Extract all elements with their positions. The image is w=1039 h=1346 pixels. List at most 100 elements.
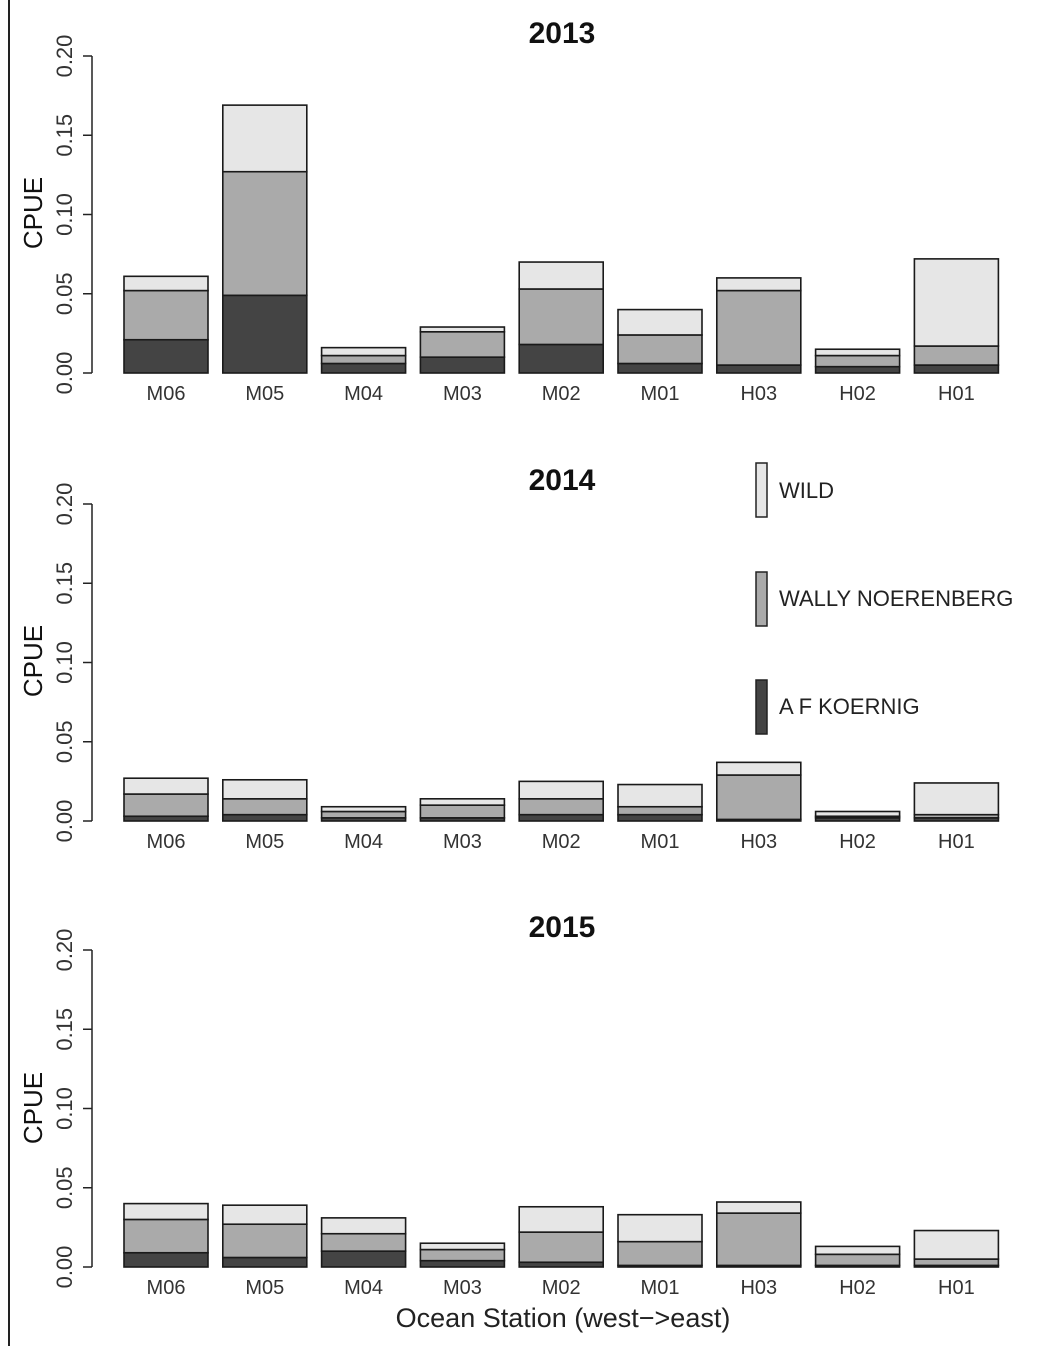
- bar-segment-m03-wild: [419, 326, 506, 333]
- x-tick-label-m04: M04: [344, 383, 383, 405]
- bars: [123, 761, 1000, 822]
- x-tick-label-m01: M01: [641, 383, 680, 405]
- x-axis-label: Ocean Station (west−>east): [396, 1303, 731, 1333]
- x-tick-label-m02: M02: [542, 1277, 581, 1299]
- bar-segment-m04-a-f-koernig: [320, 362, 407, 374]
- y-tick-label: 0.05: [52, 720, 77, 763]
- x-tick-labels: M06 M05 M04 M03 M02 M01 H03 H02 H01: [147, 1277, 975, 1299]
- x-tick-label-m06: M06: [147, 383, 186, 405]
- y-tick-label: 0.05: [52, 272, 77, 315]
- bar-segment-h02-wally-noerenberg: [814, 354, 901, 368]
- bar-segment-h03-a-f-koernig: [715, 364, 802, 374]
- y-axis-label: CPUE: [18, 1072, 48, 1144]
- bar-segment-h03-wild: [715, 277, 802, 292]
- x-tick-label-m02: M02: [542, 831, 581, 853]
- x-tick-label-m03: M03: [443, 831, 482, 853]
- bar-segment-m05-a-f-koernig: [222, 813, 308, 822]
- bar-segment-m06-wild: [123, 777, 209, 795]
- y-tick-label: 0.00: [52, 1246, 77, 1289]
- bar-segment-h02-wild: [814, 810, 901, 818]
- x-tick-label-m03: M03: [443, 383, 482, 405]
- x-tick-label-m05: M05: [245, 1277, 284, 1299]
- y-tick-label: 0.15: [52, 1008, 77, 1051]
- y-tick-label: 0.15: [52, 114, 77, 157]
- y-axis: 0.00 0.05 0.10 0.15 0.20: [52, 929, 93, 1289]
- bar-segment-m06-wally-noerenberg: [123, 1218, 209, 1254]
- bar-segment-m02-a-f-koernig: [518, 813, 605, 822]
- x-tick-label-h01: H01: [938, 831, 975, 853]
- bar-segment-m03-wally-noerenberg: [419, 330, 506, 358]
- bar-segment-m06-a-f-koernig: [123, 1251, 209, 1268]
- panel-title: 2014: [529, 464, 596, 497]
- bar-segment-m01-wally-noerenberg: [617, 805, 703, 816]
- bar-segment-m05-a-f-koernig: [222, 294, 308, 374]
- x-tick-label-h02: H02: [839, 383, 876, 405]
- y-tick-label: 0.20: [52, 483, 77, 526]
- bar-segment-h03-wally-noerenberg: [715, 774, 802, 821]
- bar-segment-m05-wally-noerenberg: [222, 798, 308, 816]
- y-tick-label: 0.00: [52, 352, 77, 395]
- panel-title: 2013: [529, 17, 596, 50]
- bar-segment-m04-a-f-koernig: [320, 1250, 407, 1268]
- bar-segment-h01-wild: [913, 258, 1000, 347]
- x-tick-labels: M06 M05 M04 M03 M02 M01 H03 H02 H01: [147, 831, 975, 853]
- y-tick-label: 0.00: [52, 800, 77, 843]
- bar-segment-m05-wally-noerenberg: [222, 1223, 308, 1259]
- bar-segment-m02-wally-noerenberg: [518, 798, 605, 816]
- bars: [123, 104, 1000, 374]
- x-tick-label-m01: M01: [641, 1277, 680, 1299]
- bar-segment-m02-wild: [518, 1205, 605, 1233]
- y-tick-label: 0.10: [52, 1087, 77, 1130]
- legend-swatch-wally-noerenberg: [755, 571, 768, 627]
- y-axis-label: CPUE: [18, 625, 48, 697]
- x-tick-label-m02: M02: [542, 383, 581, 405]
- legend-label-wild: WILD: [779, 478, 834, 503]
- legend: WILD WALLY NOERENBERG A F KOERNIG: [755, 462, 1013, 735]
- y-tick-label: 0.10: [52, 193, 77, 236]
- bar-segment-m02-wally-noerenberg: [518, 288, 605, 346]
- bar-segment-m05-wally-noerenberg: [222, 170, 308, 297]
- bar-segment-m06-wally-noerenberg: [123, 793, 209, 818]
- x-tick-label-h02: H02: [839, 1277, 876, 1299]
- x-tick-labels: M06 M05 M04 M03 M02 M01 H03 H02 H01: [147, 383, 975, 405]
- x-tick-label-m05: M05: [245, 383, 284, 405]
- bar-segment-h01-wally-noerenberg: [913, 345, 1000, 366]
- bar-segment-m06-wild: [123, 275, 209, 292]
- x-tick-label-h03: H03: [740, 831, 777, 853]
- x-tick-label-h02: H02: [839, 831, 876, 853]
- bar-segment-h03-wild: [715, 761, 802, 776]
- x-tick-label-h01: H01: [938, 1277, 975, 1299]
- bar-segment-m01-wild: [617, 308, 703, 336]
- bar-segment-m03-a-f-koernig: [419, 1259, 506, 1268]
- x-tick-label-m06: M06: [147, 1277, 186, 1299]
- legend-swatch-a-f-koernig: [755, 679, 768, 735]
- bar-segment-m05-wild: [222, 778, 308, 800]
- bar-segment-m05-wild: [222, 104, 308, 173]
- bars: [123, 1201, 1000, 1268]
- panel-2015: 2015 CPUE 0.00 0.05 0.10 0.15 0.20 M06 M05 M04…: [18, 911, 1000, 1333]
- x-tick-label-h03: H03: [740, 1277, 777, 1299]
- bar-segment-h03-wild: [715, 1201, 802, 1214]
- legend-swatch-wild: [755, 462, 768, 518]
- y-tick-label: 0.20: [52, 929, 77, 972]
- bar-segment-m03-wild: [419, 798, 506, 806]
- bar-segment-h02-wild: [814, 348, 901, 357]
- bar-segment-h02-wild: [814, 1245, 901, 1256]
- x-tick-label-m01: M01: [641, 831, 680, 853]
- bar-segment-m03-wild: [419, 1242, 506, 1251]
- x-tick-label-h03: H03: [740, 383, 777, 405]
- bar-segment-m01-wally-noerenberg: [617, 334, 703, 365]
- bar-segment-m04-wild: [320, 346, 407, 357]
- bar-segment-m04-wally-noerenberg: [320, 354, 407, 365]
- bar-segment-h01-wild: [913, 1229, 1000, 1260]
- bar-segment-h03-wally-noerenberg: [715, 1212, 802, 1267]
- bar-segment-m03-a-f-koernig: [419, 356, 506, 374]
- y-tick-label: 0.10: [52, 641, 77, 684]
- panel-title: 2015: [529, 911, 596, 944]
- bar-segment-h02-wally-noerenberg: [814, 1253, 901, 1267]
- y-tick-label: 0.15: [52, 562, 77, 605]
- bar-segment-m05-wild: [222, 1204, 308, 1226]
- bar-segment-h02-a-f-koernig: [814, 365, 901, 374]
- bar-segment-h01-wild: [913, 782, 1000, 816]
